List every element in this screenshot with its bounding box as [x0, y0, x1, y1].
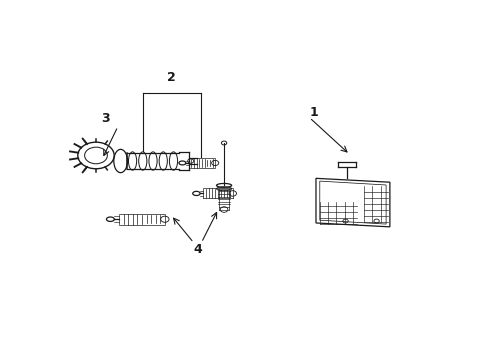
Text: 3: 3	[102, 112, 110, 125]
Text: 4: 4	[193, 243, 202, 256]
Text: 2: 2	[166, 71, 175, 84]
Text: 1: 1	[309, 106, 318, 119]
